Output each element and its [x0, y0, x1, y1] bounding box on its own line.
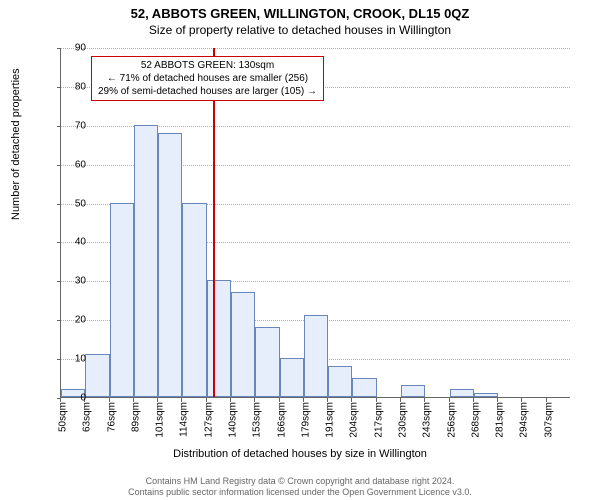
histogram-bar — [450, 389, 474, 397]
x-axis-label: Distribution of detached houses by size … — [0, 448, 600, 460]
histogram-bar — [328, 366, 352, 397]
xtick-label: 268sqm — [470, 402, 481, 438]
xtick-label: 179sqm — [300, 402, 311, 438]
xtick-label: 217sqm — [373, 402, 384, 438]
xtick-label: 50sqm — [58, 402, 69, 432]
footer-line1: Contains HM Land Registry data © Crown c… — [0, 476, 600, 487]
histogram-bar — [207, 280, 231, 397]
histogram-bar — [158, 133, 182, 397]
xtick-label: 191sqm — [325, 402, 336, 438]
histogram-bar — [280, 358, 304, 397]
grid-line — [61, 48, 570, 49]
ytick-label: 80 — [56, 81, 86, 92]
xtick-label: 204sqm — [349, 402, 360, 438]
page-subtitle: Size of property relative to detached ho… — [0, 21, 600, 37]
histogram-bar — [474, 393, 498, 397]
xtick-label: 89sqm — [130, 402, 141, 432]
ytick-label: 30 — [56, 276, 86, 287]
xtick-label: 307sqm — [543, 402, 554, 438]
ytick-label: 20 — [56, 315, 86, 326]
page-title: 52, ABBOTS GREEN, WILLINGTON, CROOK, DL1… — [0, 0, 600, 21]
annotation-line3: 29% of semi-detached houses are larger (… — [98, 85, 317, 98]
annotation-box: 52 ABBOTS GREEN: 130sqm← 71% of detached… — [91, 56, 324, 101]
xtick-label: 114sqm — [179, 402, 190, 437]
ytick-label: 60 — [56, 159, 86, 170]
xtick-label: 294sqm — [519, 402, 530, 438]
xtick-label: 153sqm — [252, 402, 263, 438]
histogram-bar — [110, 203, 134, 397]
xtick-label: 101sqm — [155, 402, 166, 438]
xtick-label: 230sqm — [398, 402, 409, 438]
ytick-label: 40 — [56, 237, 86, 248]
xtick-label: 127sqm — [203, 402, 214, 438]
plot-area: 52 ABBOTS GREEN: 130sqm← 71% of detached… — [60, 48, 570, 398]
histogram-bar — [182, 203, 206, 397]
xtick-label: 140sqm — [228, 402, 239, 438]
footer-line2: Contains public sector information licen… — [0, 487, 600, 498]
annotation-line1: 52 ABBOTS GREEN: 130sqm — [98, 59, 317, 72]
y-axis-label: Number of detached properties — [10, 68, 22, 220]
histogram-bar — [85, 354, 109, 397]
histogram-bar — [304, 315, 328, 397]
histogram-bar — [134, 125, 158, 397]
xtick-label: 281sqm — [495, 402, 506, 438]
xtick-label: 76sqm — [106, 402, 117, 432]
xtick-label: 243sqm — [422, 402, 433, 438]
annotation-line2: ← 71% of detached houses are smaller (25… — [98, 72, 317, 85]
histogram-bar — [352, 378, 376, 397]
xtick-label: 256sqm — [446, 402, 457, 438]
histogram-chart: 52 ABBOTS GREEN: 130sqm← 71% of detached… — [60, 48, 570, 398]
ytick-label: 50 — [56, 198, 86, 209]
histogram-bar — [231, 292, 255, 397]
footer-attribution: Contains HM Land Registry data © Crown c… — [0, 476, 600, 498]
xtick-label: 63sqm — [82, 402, 93, 432]
histogram-bar — [401, 385, 425, 397]
ytick-label: 0 — [56, 393, 86, 404]
ytick-label: 10 — [56, 354, 86, 365]
ytick-label: 90 — [56, 43, 86, 54]
histogram-bar — [255, 327, 279, 397]
ytick-label: 70 — [56, 120, 86, 131]
xtick-label: 166sqm — [276, 402, 287, 438]
